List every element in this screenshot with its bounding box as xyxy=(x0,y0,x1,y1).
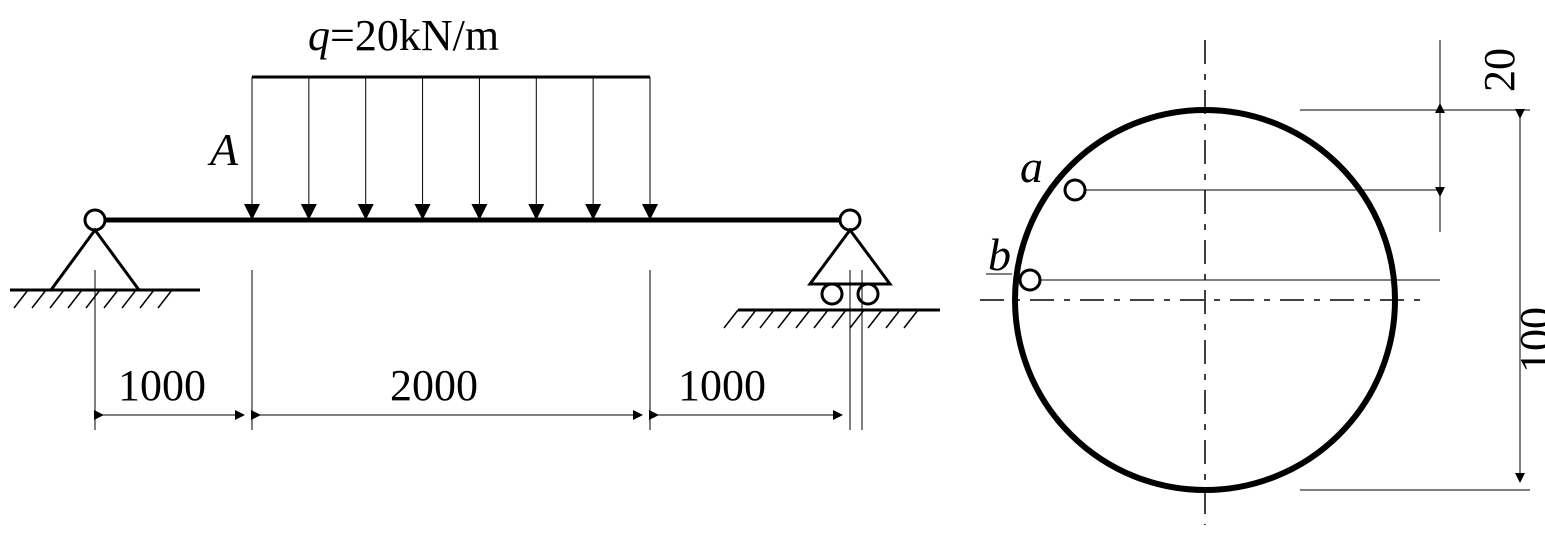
section-point-a-label: a xyxy=(1020,141,1043,192)
point-a-label: A xyxy=(207,124,239,175)
left-pin xyxy=(85,210,105,230)
section-point-b-label: b xyxy=(988,229,1011,280)
dim-label: 1000 xyxy=(118,361,206,410)
dim-20: 20 xyxy=(1475,48,1524,92)
section-point-a xyxy=(1065,180,1085,200)
right-pin xyxy=(840,210,860,230)
dim-label: 2000 xyxy=(390,361,478,410)
section-point-b xyxy=(1020,270,1040,290)
dim-label: 1000 xyxy=(678,361,766,410)
dim-100: 100 xyxy=(1511,307,1545,373)
load-label: q=20kN/m xyxy=(308,11,499,60)
